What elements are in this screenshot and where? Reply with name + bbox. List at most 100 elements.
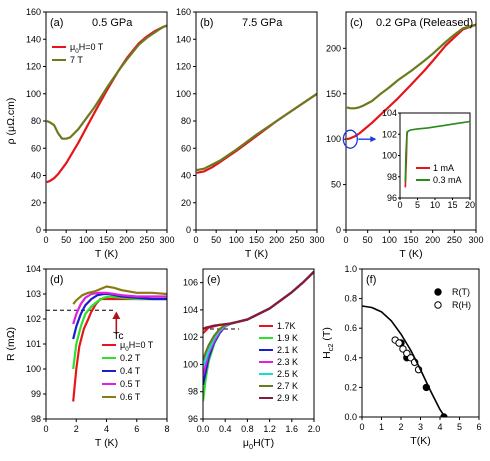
panel-f: 0 1 2 3 4 5 6 0.0 0.2 0.4 0.6 0.8 1.0 T(K) Hc2 (T) (f) R… — [321, 264, 482, 447]
y-tick-label: 100 — [26, 364, 41, 374]
y-axis-label: Hc2 (T) — [321, 327, 335, 359]
x-tick-label: 0.0 — [197, 424, 210, 434]
x-tick-label: 300 — [309, 235, 324, 245]
y-tick-label: 100 — [326, 134, 341, 144]
inset-legend-label: 1 mA — [433, 163, 454, 173]
x-tick-label: 0 — [343, 235, 348, 245]
y-tick-label: 0.0 — [344, 412, 357, 422]
legend: μ0H=0 T7 T — [52, 42, 104, 65]
legend-marker — [434, 301, 442, 309]
highlight-arrow-head — [370, 136, 377, 143]
series-group — [196, 92, 317, 174]
x-tick-label: 50 — [363, 235, 373, 245]
x-tick-label: 2.0 — [308, 424, 321, 434]
y-tick-label: 160 — [26, 7, 41, 17]
x-tick-label: 200 — [269, 235, 284, 245]
series-line — [346, 23, 476, 110]
y-tick-label: 103 — [26, 289, 41, 299]
y-tick-label: 60 — [181, 143, 191, 153]
plot-frame — [202, 268, 315, 420]
x-tick-label: 100 — [229, 235, 244, 245]
x-tick-label: 4 — [104, 424, 109, 434]
series-group — [72, 285, 167, 402]
x-axis-label: T (K) — [245, 248, 268, 260]
inset-x-tick-label: 0 — [397, 200, 402, 210]
x-tick-label: 6 — [134, 424, 139, 434]
legend-label: μ0H=0 T — [120, 340, 154, 353]
y-tick-label: 0.6 — [344, 323, 357, 333]
legend-label: 1.7K — [277, 321, 296, 331]
x-tick-label: 0.8 — [241, 424, 254, 434]
inset-frame — [399, 112, 471, 199]
x-axis-label: T(K) — [410, 435, 430, 447]
y-tick-label: 20 — [181, 198, 191, 208]
series-line — [362, 305, 446, 417]
x-tick-label: 100 — [79, 235, 94, 245]
inset-x-tick-label: 20 — [465, 200, 475, 210]
y-tick-label: 106 — [183, 278, 198, 288]
inset-legend-label: 0.3 mA — [433, 175, 462, 185]
x-tick-label: 50 — [61, 235, 71, 245]
series-line — [72, 285, 167, 305]
x-axis-label: T (K) — [399, 248, 422, 260]
y-tick-label: 0.2 — [344, 382, 357, 392]
tc-arrow-head — [112, 311, 121, 319]
data-point — [395, 339, 403, 347]
y-tick-label: 140 — [176, 34, 191, 44]
panel-label: (a) — [50, 17, 63, 29]
y-tick-label: 80 — [181, 116, 191, 126]
inset: 0 5 10 15 20 96 98 100 102 104 1 mA 0.3 mA — [382, 108, 475, 210]
y-tick-label: 0 — [36, 225, 41, 235]
panel-subtitle: 0.5 GPa — [92, 17, 133, 29]
y-tick-label: 0 — [336, 225, 341, 235]
legend-label: 0.6 T — [120, 392, 141, 402]
x-tick-label: 250 — [289, 235, 304, 245]
x-tick-label: 1.2 — [263, 424, 276, 434]
inset-series-line — [404, 120, 471, 183]
y-tick-label: 0.4 — [344, 353, 357, 363]
y-tick-label: 104 — [183, 305, 198, 315]
x-tick-label: 0.4 — [219, 424, 232, 434]
x-axis-label: T (K) — [95, 248, 118, 260]
y-tick-label: 40 — [181, 171, 191, 181]
highlight-ellipse — [342, 129, 358, 149]
x-tick-label: 200 — [425, 235, 440, 245]
legend-label: 2.1 K — [277, 345, 298, 355]
y-tick-label: 101 — [26, 339, 41, 349]
x-tick-label: 250 — [139, 235, 154, 245]
x-tick-label: 1.6 — [286, 424, 299, 434]
x-tick-label: 0 — [43, 235, 48, 245]
y-axis-label: ρ (μΩ.cm) — [5, 98, 17, 145]
x-tick-label: 6 — [476, 422, 481, 432]
x-tick-label: 0 — [193, 235, 198, 245]
panel-e: 0.0 0.4 0.8 1.2 1.6 2.0 96 98 100 102 104 106 μ0H(T)… — [183, 268, 321, 451]
legend-label: 0.4 T — [120, 366, 141, 376]
panel-b: 0 50 100 150 200 250 300 0 20 40 60 80 100 120 140 160 T… — [176, 7, 325, 260]
x-tick-label: 250 — [447, 235, 462, 245]
y-tick-label: 140 — [26, 34, 41, 44]
x-tick-label: 3 — [418, 422, 423, 432]
legend-label: μ0H=0 T — [70, 42, 104, 55]
plot-frame — [45, 11, 168, 231]
tc-annotation: Tc — [113, 330, 124, 342]
x-tick-label: 150 — [403, 235, 418, 245]
y-tick-label: 200 — [326, 43, 341, 53]
x-axis-label: T (K) — [95, 437, 118, 449]
legend-label: 0.2 T — [120, 353, 141, 363]
series-line — [203, 270, 314, 330]
inset-y-tick-label: 102 — [382, 129, 397, 139]
legend-label: 1.9 K — [277, 333, 298, 343]
series-group — [362, 305, 448, 417]
x-tick-label: 8 — [164, 424, 169, 434]
y-tick-label: 50 — [331, 180, 341, 190]
panel-label: (f) — [366, 274, 376, 286]
inset-y-tick-label: 100 — [382, 151, 397, 161]
legend-label: 7 T — [70, 55, 83, 65]
y-tick-label: 160 — [176, 7, 191, 17]
y-tick-label: 60 — [31, 143, 41, 153]
legend-label: R(H) — [452, 300, 471, 310]
inset-y-tick-label: 98 — [387, 172, 397, 182]
y-tick-label: 98 — [188, 387, 198, 397]
inset-y-tick-label: 104 — [382, 108, 397, 118]
